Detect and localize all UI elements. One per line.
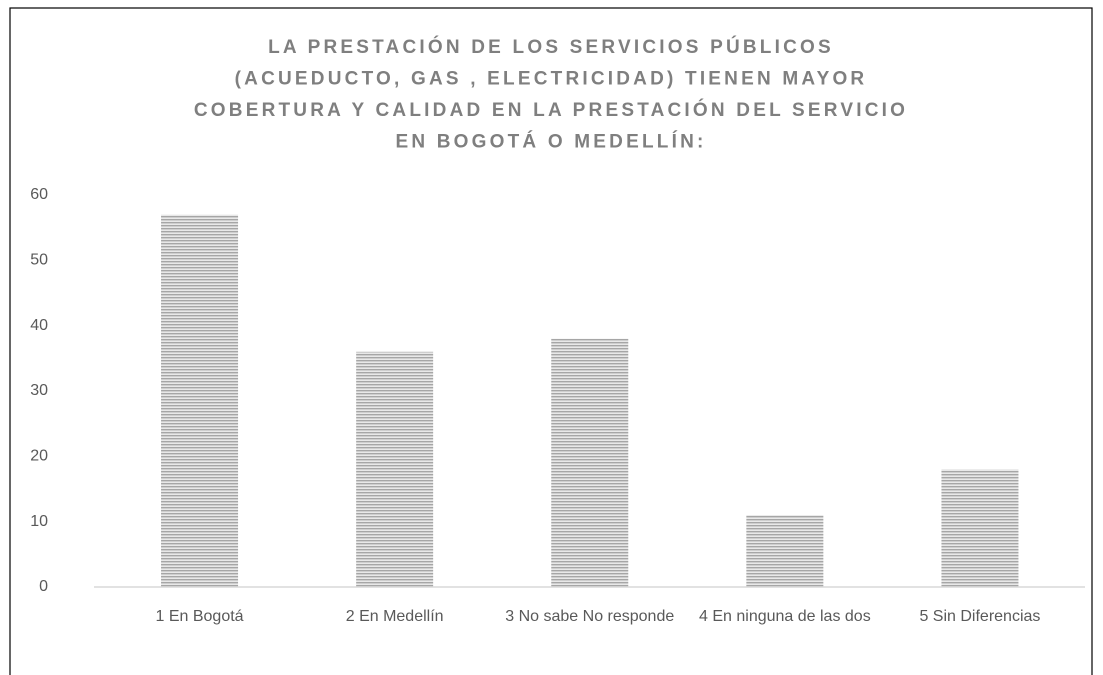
- y-tick-label: 20: [30, 448, 48, 465]
- y-tick-label: 50: [30, 252, 48, 269]
- bar: [356, 351, 434, 587]
- x-tick-label: 2 En Medellín: [345, 608, 444, 625]
- y-tick-label: 60: [30, 186, 48, 203]
- bar: [746, 515, 824, 587]
- chart-title: LA PRESTACIÓN DE LOS SERVICIOS PÚBLICOS: [268, 36, 834, 58]
- x-tick-label: 3 No sabe No responde: [505, 608, 675, 625]
- y-tick-label: 0: [39, 578, 48, 595]
- y-tick-label: 30: [30, 382, 48, 399]
- chart-title: EN BOGOTÁ O MEDELLÍN:: [395, 131, 706, 153]
- chart-border: [9, 7, 1093, 675]
- x-tick-label: 4 En ninguna de las dos: [699, 608, 871, 625]
- chart-title: COBERTURA Y CALIDAD EN LA PRESTACIÓN DEL…: [194, 99, 908, 121]
- x-tick-label: 1 En Bogotá: [155, 608, 244, 625]
- y-tick-label: 10: [30, 513, 48, 530]
- chart-title: (ACUEDUCTO, GAS , ELECTRICIDAD) TIENEN M…: [235, 69, 868, 90]
- bar: [551, 338, 629, 587]
- bar: [161, 214, 239, 587]
- y-tick-label: 40: [30, 317, 48, 334]
- bar: [941, 469, 1019, 587]
- x-tick-label: 5 Sin Diferencias: [919, 608, 1041, 625]
